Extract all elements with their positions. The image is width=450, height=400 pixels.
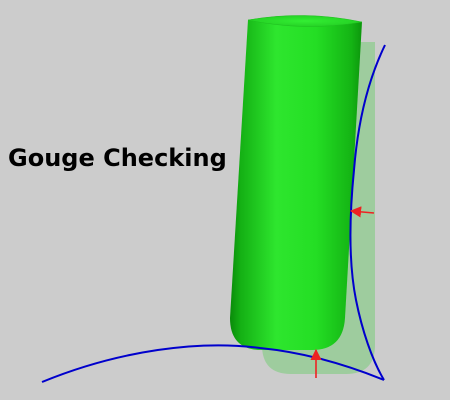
gouge-arrows [310,206,375,378]
side-gouge-arrow [349,206,375,218]
surface-curves [41,44,386,383]
diagram-title: Gouge Checking [8,144,227,172]
cutter [230,15,363,350]
